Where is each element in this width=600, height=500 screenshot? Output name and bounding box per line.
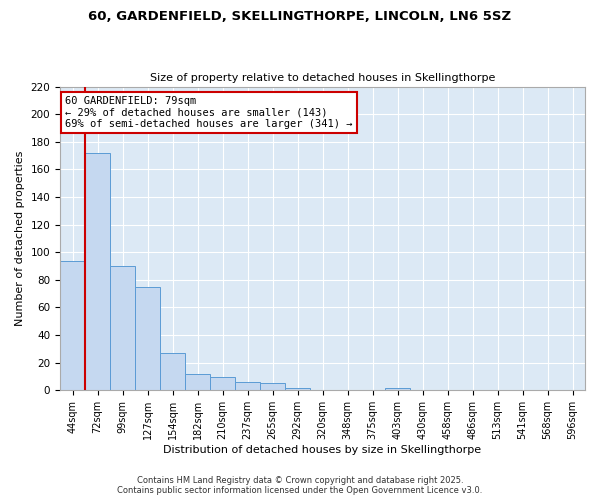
Title: Size of property relative to detached houses in Skellingthorpe: Size of property relative to detached ho… [150,73,495,83]
Text: 60 GARDENFIELD: 79sqm
← 29% of detached houses are smaller (143)
69% of semi-det: 60 GARDENFIELD: 79sqm ← 29% of detached … [65,96,353,129]
Bar [235,382,260,390]
Bar [85,153,110,390]
Bar [60,260,85,390]
Bar [385,388,410,390]
X-axis label: Distribution of detached houses by size in Skellingthorpe: Distribution of detached houses by size … [163,445,482,455]
Text: 60, GARDENFIELD, SKELLINGTHORPE, LINCOLN, LN6 5SZ: 60, GARDENFIELD, SKELLINGTHORPE, LINCOLN… [88,10,512,23]
Text: Contains HM Land Registry data © Crown copyright and database right 2025.
Contai: Contains HM Land Registry data © Crown c… [118,476,482,495]
Bar [160,353,185,391]
Bar [135,287,160,391]
Bar [210,376,235,390]
Bar [110,266,135,390]
Bar [185,374,210,390]
Bar [260,384,285,390]
Y-axis label: Number of detached properties: Number of detached properties [15,151,25,326]
Bar [285,388,310,390]
